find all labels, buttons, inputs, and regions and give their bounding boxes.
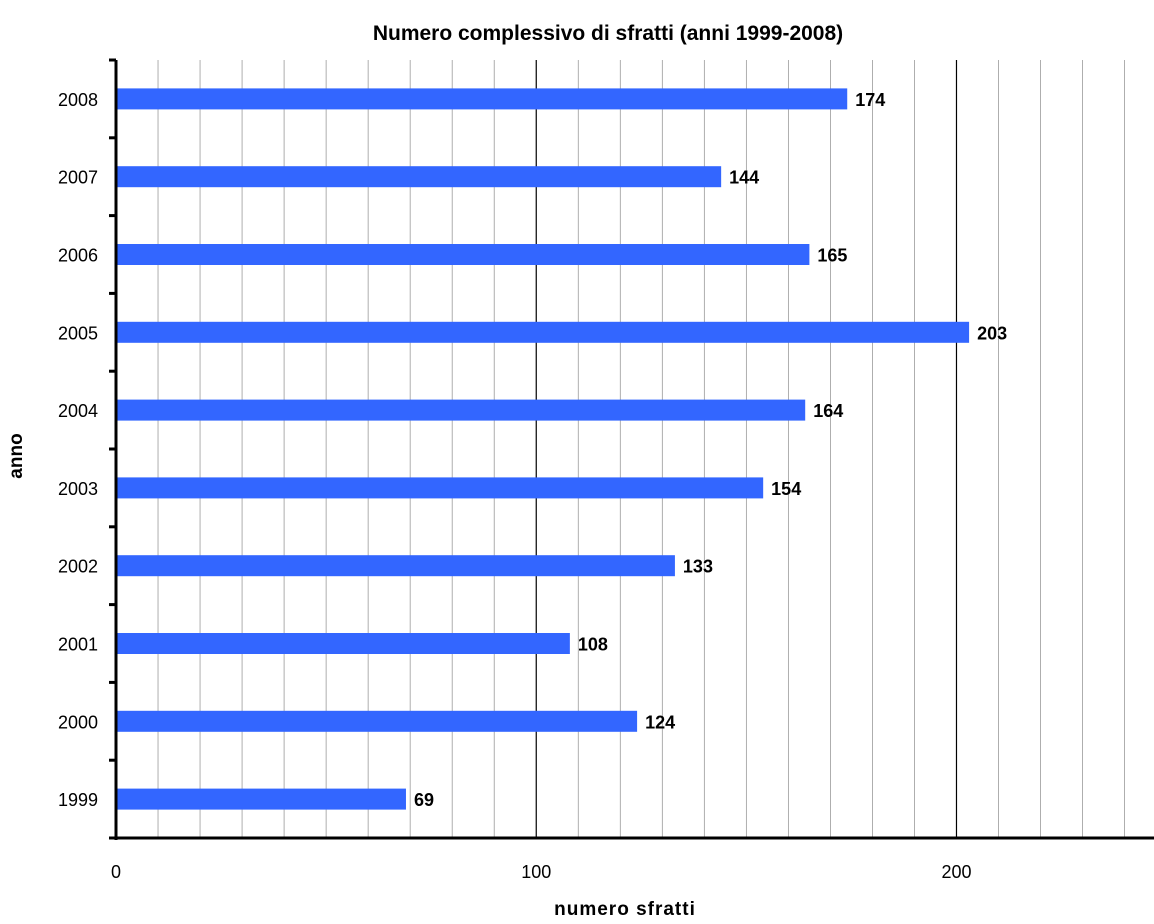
y-tick-label: 2005 <box>58 323 98 343</box>
y-tick-label: 2003 <box>58 479 98 499</box>
bar <box>116 710 638 732</box>
data-label: 174 <box>855 90 885 110</box>
data-label: 154 <box>771 479 801 499</box>
axes <box>109 58 1154 840</box>
y-axis-label: anno <box>6 433 27 478</box>
x-tick-label: 0 <box>111 862 121 882</box>
y-tick-label: 2007 <box>58 168 98 188</box>
y-tick-label: 1999 <box>58 790 98 810</box>
bar <box>116 555 675 577</box>
bar <box>116 166 722 188</box>
data-label: 144 <box>729 168 759 188</box>
data-labels: 69 124 108 133 154 164 203 165 144 174 <box>414 90 1007 810</box>
bar <box>116 633 570 654</box>
bar <box>116 244 810 265</box>
bar <box>116 788 406 810</box>
y-tick-label: 2001 <box>58 635 98 655</box>
y-tick-labels: 1999 2000 2001 2002 2003 2004 2005 2006 2007 2008 <box>58 90 98 810</box>
data-label: 203 <box>977 323 1007 343</box>
data-label: 133 <box>683 557 713 577</box>
bars <box>116 88 970 810</box>
data-label: 165 <box>817 246 847 266</box>
data-label: 69 <box>414 790 434 810</box>
data-label: 108 <box>578 635 608 655</box>
y-tick-label: 2008 <box>58 90 98 110</box>
y-tick-label: 2002 <box>58 557 98 577</box>
x-tick-label: 100 <box>521 862 551 882</box>
bar <box>116 477 764 499</box>
y-tick-label: 2004 <box>58 401 98 421</box>
bar <box>116 321 970 343</box>
chart-title: Numero complessivo di sfratti (anni 1999… <box>373 22 843 45</box>
x-tick-label: 200 <box>941 862 971 882</box>
x-axis-label: numero sfratti <box>554 899 696 920</box>
bar <box>116 88 848 110</box>
y-tick-label: 2006 <box>58 246 98 266</box>
y-tick-label: 2000 <box>58 712 98 732</box>
gridlines <box>157 60 1125 838</box>
data-label: 164 <box>813 401 843 421</box>
x-tick-labels: 0 100 200 <box>111 862 972 882</box>
data-label: 124 <box>645 712 675 732</box>
bar <box>116 399 806 421</box>
